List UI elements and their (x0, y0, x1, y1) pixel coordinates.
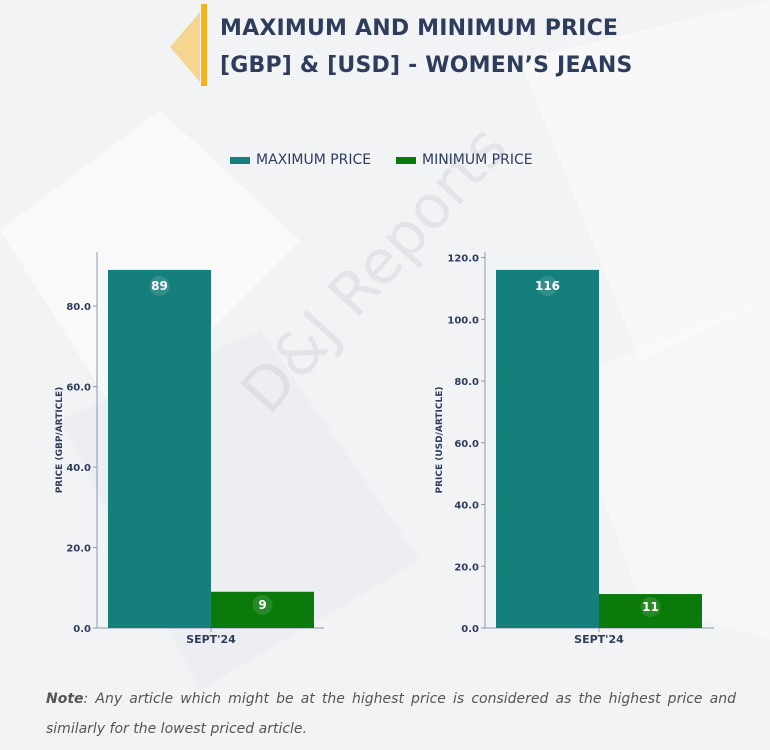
title-accent-bar (201, 4, 207, 86)
bar-minimum-price (599, 594, 702, 628)
footnote-label: Note (46, 691, 84, 707)
legend-label-maximum: MAXIMUM PRICE (256, 152, 372, 168)
title-line-2: [GBP] & [USD] - WOMEN’S JEANS (220, 53, 633, 78)
legend-item-minimum: MINIMUM PRICE (396, 150, 533, 170)
footnote: Note: Any article which might be at the … (46, 684, 736, 744)
bar-minimum-price (211, 591, 314, 628)
legend-swatch-minimum (396, 156, 416, 164)
y-tick-label: 60.0 (454, 439, 479, 450)
legend-item-maximum: MAXIMUM PRICE (230, 150, 371, 170)
data-label: 9 (258, 598, 266, 612)
chart-gbp: 0.0 20.0 40.0 60.0 80.0 PRICE (GBP/ARTICLE) 89… (55, 252, 324, 646)
y-tick-label: 100.0 (447, 315, 479, 326)
data-label-badge (149, 275, 170, 296)
y-axis-title: PRICE (GBP/ARTICLE) (55, 387, 65, 494)
title-block: MAXIMUM AND MINIMUM PRICE [GBP] & [USD] … (168, 4, 768, 90)
y-tick-label: 0.0 (461, 624, 479, 635)
x-tick-label: SEPT'24 (186, 633, 236, 646)
x-tick-label: SEPT'24 (574, 633, 624, 646)
legend-label-minimum: MINIMUM PRICE (422, 152, 533, 168)
y-tick-label: 80.0 (66, 302, 91, 313)
y-axis-title: PRICE (USD/ARTICLE) (435, 386, 445, 493)
bar-maximum-price (108, 269, 211, 628)
y-tick-label: 40.0 (66, 463, 91, 474)
data-label-badge (537, 275, 558, 296)
data-label-badge (252, 594, 273, 615)
bar-maximum-price (496, 269, 599, 628)
page-title: MAXIMUM AND MINIMUM PRICE [GBP] & [USD] … (220, 10, 633, 84)
footnote-text: : Any article which might be at the high… (46, 691, 736, 737)
title-line-1: MAXIMUM AND MINIMUM PRICE (220, 16, 619, 41)
y-tick-label: 80.0 (454, 377, 479, 388)
data-label-badge (640, 597, 661, 618)
chart-legend: MAXIMUM PRICE MINIMUM PRICE (0, 150, 770, 170)
data-label: 116 (535, 279, 560, 293)
y-tick-label: 60.0 (66, 383, 91, 394)
chevron-left-icon (170, 12, 200, 82)
y-tick-label: 20.0 (66, 544, 91, 555)
y-tick-label: 0.0 (73, 624, 91, 635)
chart-usd: 0.0 20.0 40.0 60.0 80.0 100.0 120.0 PRICE (USD/… (435, 252, 714, 646)
y-tick-label: 20.0 (454, 562, 479, 573)
y-tick-label: 120.0 (447, 254, 479, 265)
legend-swatch-maximum (230, 156, 250, 164)
data-label: 89 (151, 279, 168, 293)
y-tick-label: 40.0 (454, 501, 479, 512)
data-label: 11 (642, 600, 659, 614)
